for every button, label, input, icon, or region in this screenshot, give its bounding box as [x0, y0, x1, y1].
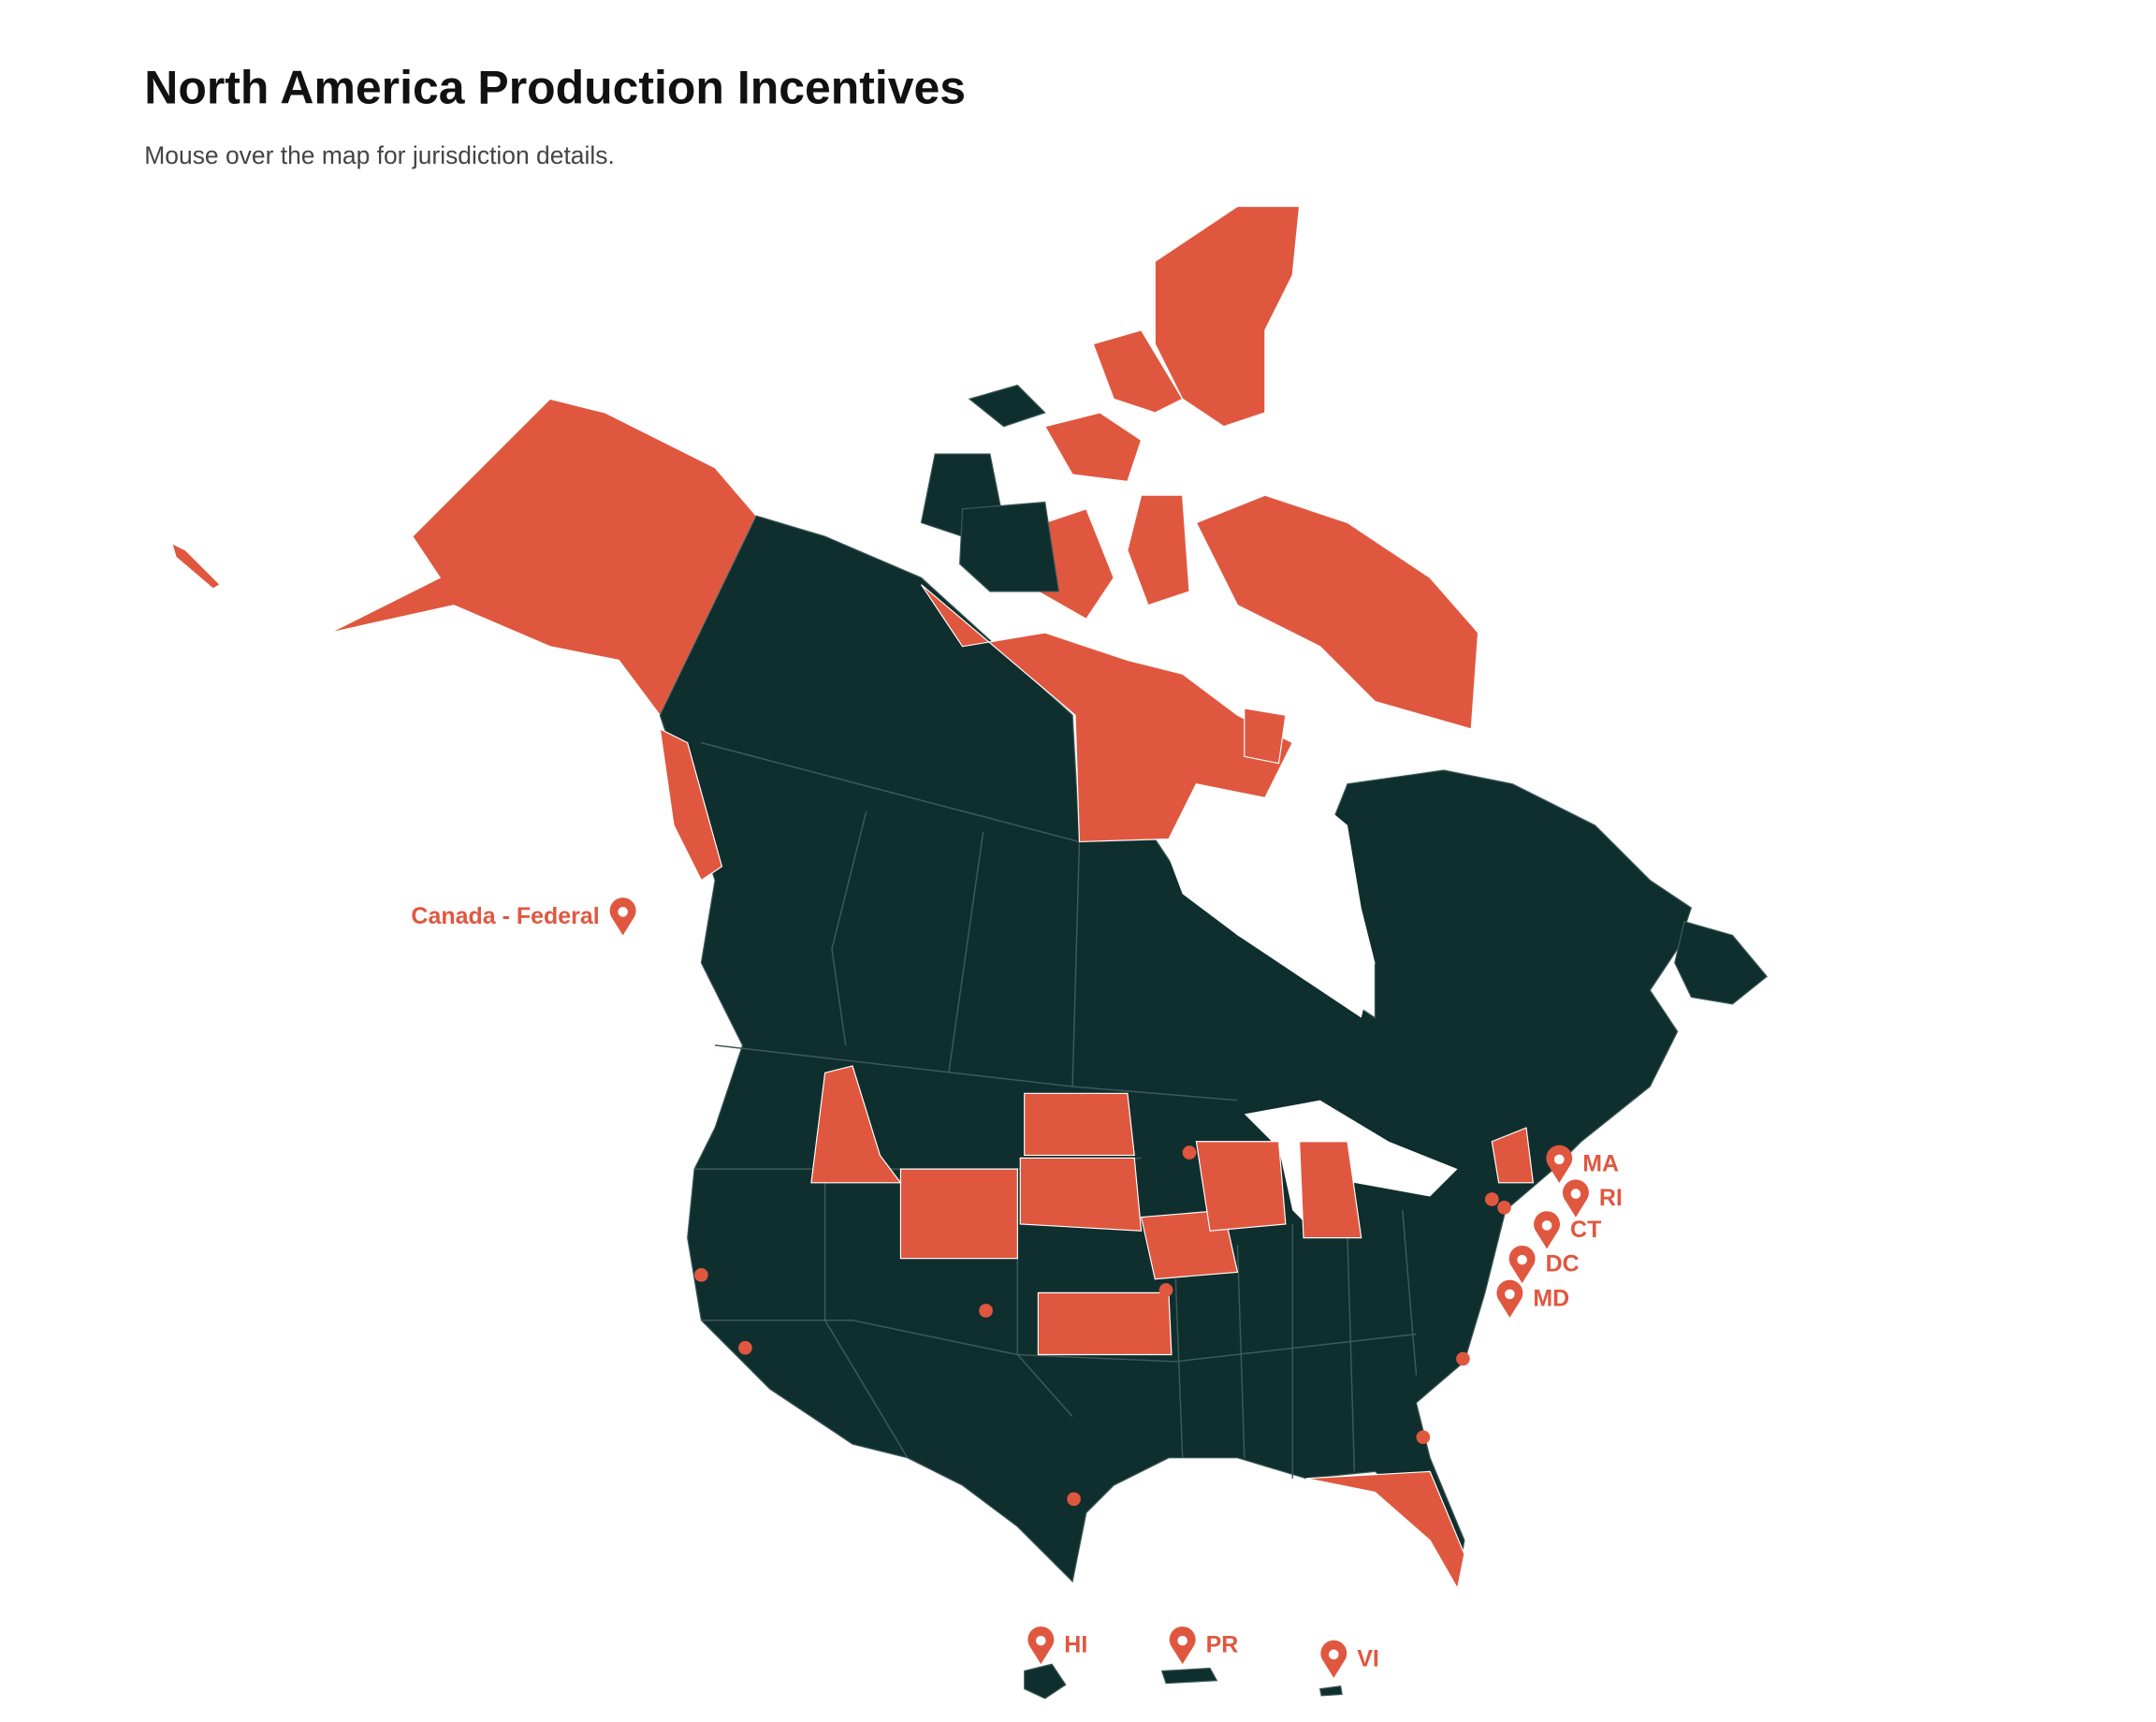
region-ellesmere[interactable] — [1154, 205, 1301, 428]
location-pin[interactable]: HI — [1027, 1626, 1087, 1665]
city-dot[interactable] — [1067, 1492, 1081, 1507]
region-hawaii[interactable] — [1024, 1663, 1067, 1700]
location-pin[interactable]: Canada - Federal — [411, 897, 636, 936]
region-alaska[interactable] — [329, 398, 757, 717]
pin-hole — [1177, 1635, 1187, 1646]
region-puerto-rico[interactable] — [1160, 1667, 1218, 1685]
region-bathurst[interactable] — [1043, 412, 1143, 483]
state-florida[interactable] — [1305, 1470, 1465, 1590]
page-title: North America Production Incentives — [144, 61, 966, 113]
pin-label[interactable]: MD — [1533, 1285, 1569, 1311]
city-dot[interactable] — [1497, 1200, 1511, 1215]
city-dot[interactable] — [738, 1340, 752, 1355]
region-banks-island[interactable] — [959, 501, 1060, 592]
city-dot[interactable] — [694, 1267, 708, 1282]
pin-label[interactable]: CT — [1570, 1217, 1601, 1243]
pin-label[interactable]: DC — [1546, 1251, 1580, 1277]
pin-label[interactable]: RI — [1599, 1185, 1623, 1211]
region-nunavut[interactable] — [921, 584, 1294, 843]
pin-hole — [1553, 1154, 1565, 1165]
pin-hole — [1541, 1220, 1552, 1231]
hudson-bay — [1161, 770, 1376, 1018]
location-pin[interactable]: MD — [1496, 1279, 1569, 1318]
location-pin[interactable]: CT — [1534, 1211, 1601, 1249]
state-michigan[interactable] — [1298, 1141, 1362, 1239]
region-virgin-islands[interactable] — [1318, 1685, 1343, 1697]
location-pin[interactable]: VI — [1320, 1640, 1379, 1678]
state-wyoming[interactable] — [899, 1168, 1018, 1260]
pin-hole — [1505, 1289, 1515, 1300]
state-idaho[interactable] — [810, 1065, 902, 1184]
pin-hole — [618, 907, 628, 917]
state-kansas[interactable] — [1037, 1292, 1173, 1356]
region-devon[interactable] — [1092, 329, 1184, 414]
pin-label[interactable]: PR — [1206, 1632, 1239, 1658]
state-north-dakota[interactable] — [1024, 1092, 1135, 1157]
pin-hole — [1329, 1649, 1339, 1660]
location-pin[interactable]: PR — [1169, 1626, 1239, 1665]
region-aleutians[interactable] — [170, 542, 222, 590]
city-dot[interactable] — [979, 1304, 993, 1318]
location-pin[interactable]: MA — [1546, 1145, 1619, 1183]
state-wisconsin[interactable] — [1195, 1141, 1287, 1232]
pin-hole — [1517, 1254, 1527, 1265]
state-new-hampshire[interactable] — [1491, 1127, 1535, 1184]
region-newfoundland[interactable] — [1674, 920, 1768, 1005]
city-dot[interactable] — [1416, 1430, 1431, 1445]
state-south-dakota[interactable] — [1019, 1157, 1143, 1232]
pin-hole — [1036, 1635, 1046, 1646]
region-southampton[interactable] — [1244, 708, 1287, 765]
city-dot[interactable] — [1182, 1146, 1197, 1160]
region-melville[interactable] — [968, 384, 1046, 428]
region-baffin[interactable] — [1195, 494, 1479, 730]
city-dot[interactable] — [1158, 1283, 1173, 1297]
pin-hole — [1570, 1189, 1581, 1199]
pin-label[interactable]: VI — [1357, 1645, 1379, 1671]
page-subtitle: Mouse over the map for jurisdiction deta… — [144, 141, 615, 169]
city-dot[interactable] — [1484, 1192, 1499, 1206]
city-dots[interactable] — [694, 1146, 1511, 1507]
pin-label[interactable]: MA — [1582, 1150, 1619, 1176]
pin-label[interactable]: Canada - Federal — [411, 903, 599, 929]
region-bc-coast[interactable] — [659, 727, 723, 882]
map-shapes[interactable] — [170, 205, 1768, 1700]
city-dot[interactable] — [1456, 1351, 1470, 1366]
region-prince-of-wales[interactable] — [1127, 494, 1190, 606]
location-pin[interactable]: DC — [1508, 1245, 1580, 1284]
marker-layer: Canada - Federal MA RI CT DC MD HI PR VI — [411, 897, 1623, 1678]
pin-label[interactable]: HI — [1064, 1632, 1087, 1658]
location-pin[interactable]: RI — [1562, 1179, 1623, 1218]
